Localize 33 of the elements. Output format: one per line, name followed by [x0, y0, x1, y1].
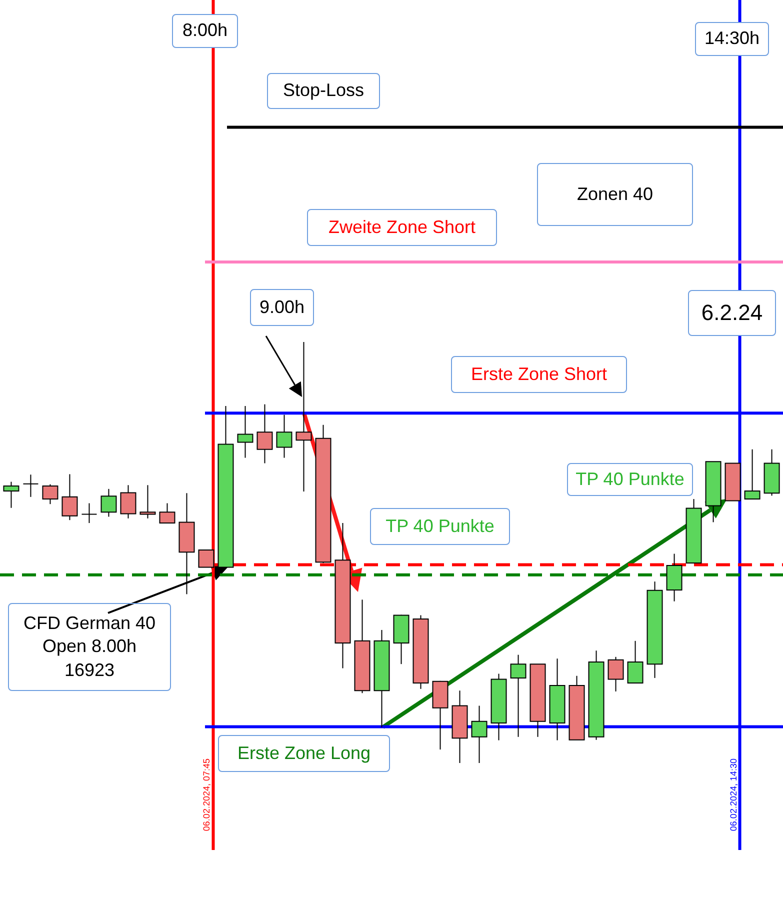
candlestick	[296, 342, 312, 492]
text: 8:00h	[172, 14, 238, 48]
text: 6.2.24	[688, 290, 776, 336]
candlestick	[22, 474, 39, 498]
candlestick	[510, 654, 526, 738]
candlestick	[471, 705, 488, 764]
candlestick	[276, 414, 292, 458]
text: Zonen 40	[537, 163, 693, 226]
candlestick	[81, 502, 98, 524]
candlestick	[237, 405, 254, 458]
candlestick	[120, 484, 136, 519]
text: 9.00h	[250, 289, 314, 326]
ref-line-label: Erste Zone Short	[451, 356, 627, 393]
ref-line-label: TP 40 Punkte	[370, 508, 510, 545]
text: 14:30h	[695, 22, 769, 56]
candlestick	[744, 448, 760, 500]
annotation: TP 40 Punkte	[567, 463, 693, 496]
candlestick	[256, 404, 273, 464]
ref-line-label: Stop-Loss	[267, 73, 380, 109]
candlestick	[100, 488, 117, 518]
candlestick	[159, 502, 176, 524]
candlestick	[627, 640, 644, 684]
ref-line-label: Erste Zone Long	[218, 735, 390, 772]
candlestick	[62, 474, 78, 521]
x-tick-label: 06.02.2024, 07:45	[202, 758, 212, 832]
candlestick	[3, 481, 20, 508]
candlestick	[42, 484, 58, 505]
candlestick	[140, 484, 156, 519]
x-tick-label: 06.02.2024, 14:30	[728, 758, 738, 832]
candlestick	[608, 656, 624, 692]
candlestick	[198, 549, 214, 568]
ref-line-label: CFD German 40 Open 8.00h 16923	[8, 603, 171, 691]
ref-line-label: Zweite Zone Short	[307, 209, 497, 246]
